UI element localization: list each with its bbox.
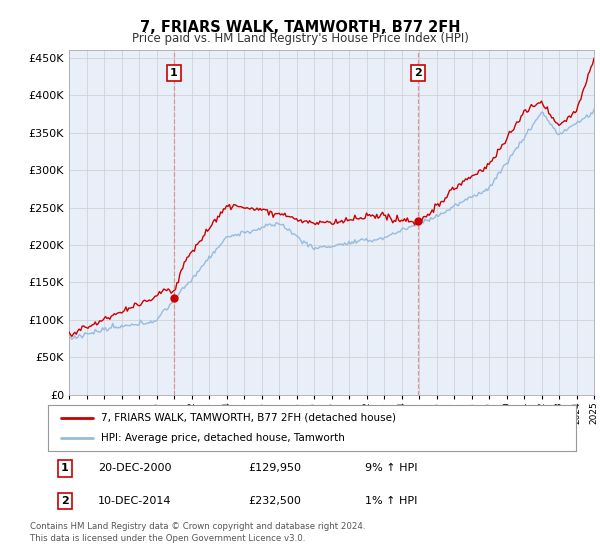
Text: £129,950: £129,950 bbox=[248, 464, 302, 473]
Text: 1% ↑ HPI: 1% ↑ HPI bbox=[365, 496, 417, 506]
Text: HPI: Average price, detached house, Tamworth: HPI: Average price, detached house, Tamw… bbox=[101, 433, 344, 443]
Text: 1: 1 bbox=[61, 464, 69, 473]
Text: 9% ↑ HPI: 9% ↑ HPI bbox=[365, 464, 418, 473]
Text: 10-DEC-2014: 10-DEC-2014 bbox=[98, 496, 172, 506]
Text: 20-DEC-2000: 20-DEC-2000 bbox=[98, 464, 172, 473]
Text: 2: 2 bbox=[414, 68, 422, 78]
Text: £232,500: £232,500 bbox=[248, 496, 302, 506]
Text: Contains HM Land Registry data © Crown copyright and database right 2024.
This d: Contains HM Land Registry data © Crown c… bbox=[30, 522, 365, 543]
Text: Price paid vs. HM Land Registry's House Price Index (HPI): Price paid vs. HM Land Registry's House … bbox=[131, 32, 469, 45]
Text: 7, FRIARS WALK, TAMWORTH, B77 2FH: 7, FRIARS WALK, TAMWORTH, B77 2FH bbox=[140, 20, 460, 35]
Text: 1: 1 bbox=[170, 68, 178, 78]
Text: 7, FRIARS WALK, TAMWORTH, B77 2FH (detached house): 7, FRIARS WALK, TAMWORTH, B77 2FH (detac… bbox=[101, 413, 396, 423]
Text: 2: 2 bbox=[61, 496, 69, 506]
